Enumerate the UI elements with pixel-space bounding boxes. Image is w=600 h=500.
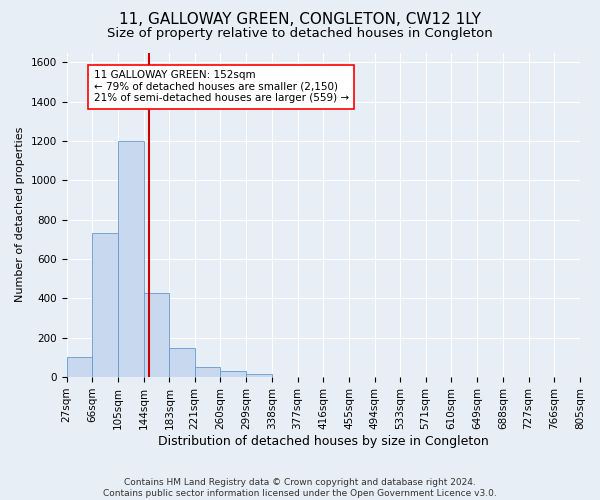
- Bar: [246, 374, 272, 377]
- Bar: [144, 292, 169, 377]
- Bar: [169, 348, 194, 377]
- Bar: [92, 234, 118, 377]
- Text: Contains HM Land Registry data © Crown copyright and database right 2024.
Contai: Contains HM Land Registry data © Crown c…: [103, 478, 497, 498]
- Y-axis label: Number of detached properties: Number of detached properties: [15, 127, 25, 302]
- Bar: [67, 358, 92, 377]
- X-axis label: Distribution of detached houses by size in Congleton: Distribution of detached houses by size …: [158, 434, 488, 448]
- Bar: [118, 141, 144, 377]
- Bar: [194, 368, 220, 377]
- Bar: [220, 371, 246, 377]
- Text: 11 GALLOWAY GREEN: 152sqm
← 79% of detached houses are smaller (2,150)
21% of se: 11 GALLOWAY GREEN: 152sqm ← 79% of detac…: [94, 70, 349, 103]
- Text: Size of property relative to detached houses in Congleton: Size of property relative to detached ho…: [107, 28, 493, 40]
- Text: 11, GALLOWAY GREEN, CONGLETON, CW12 1LY: 11, GALLOWAY GREEN, CONGLETON, CW12 1LY: [119, 12, 481, 28]
